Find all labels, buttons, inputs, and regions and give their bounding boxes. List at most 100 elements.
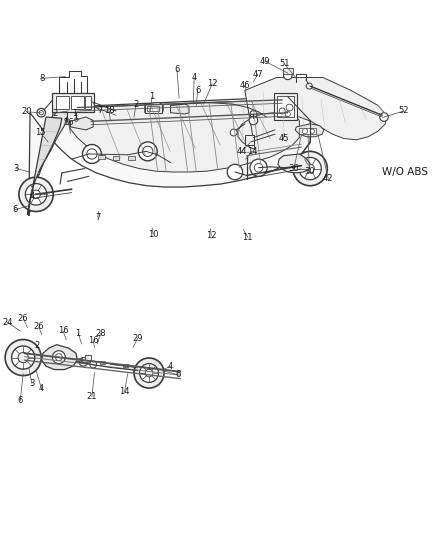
Text: 46: 46 — [239, 80, 250, 90]
Circle shape — [82, 144, 101, 164]
Circle shape — [55, 354, 62, 361]
Text: 21: 21 — [86, 392, 97, 401]
Text: 3: 3 — [29, 379, 34, 388]
Text: 26: 26 — [33, 322, 44, 331]
Circle shape — [142, 146, 152, 157]
Text: 15: 15 — [35, 128, 46, 137]
Text: 45: 45 — [278, 134, 288, 143]
Text: 6: 6 — [12, 205, 17, 214]
Text: 42: 42 — [322, 174, 333, 183]
Circle shape — [32, 190, 40, 199]
Polygon shape — [67, 100, 299, 172]
Bar — [244, 135, 254, 146]
Text: 36: 36 — [288, 164, 299, 173]
Text: 10: 10 — [148, 230, 158, 239]
Polygon shape — [29, 108, 67, 216]
Circle shape — [249, 159, 267, 176]
Circle shape — [37, 108, 46, 117]
Text: 12: 12 — [205, 231, 216, 240]
Text: 6: 6 — [194, 86, 200, 95]
Circle shape — [249, 110, 256, 117]
Text: 4: 4 — [29, 192, 34, 201]
Bar — [273, 93, 297, 120]
Polygon shape — [42, 345, 77, 369]
Bar — [147, 106, 159, 111]
Circle shape — [18, 352, 28, 363]
Circle shape — [25, 183, 47, 205]
Text: 4: 4 — [191, 73, 196, 82]
Text: 52: 52 — [398, 107, 408, 116]
Text: 12: 12 — [206, 79, 217, 88]
Circle shape — [248, 116, 257, 125]
Text: 16: 16 — [88, 336, 98, 345]
Circle shape — [79, 358, 88, 366]
Text: 20: 20 — [21, 107, 32, 116]
Circle shape — [89, 361, 96, 368]
Text: 1: 1 — [72, 109, 77, 118]
Bar — [85, 96, 91, 109]
Text: 14: 14 — [119, 387, 130, 397]
Text: 2: 2 — [133, 100, 138, 109]
Circle shape — [254, 164, 262, 172]
Bar — [276, 96, 293, 117]
Text: 29: 29 — [132, 334, 142, 343]
Bar — [85, 355, 91, 360]
Text: 18: 18 — [103, 107, 114, 116]
Polygon shape — [277, 154, 309, 173]
Text: 1: 1 — [149, 92, 154, 101]
Circle shape — [145, 369, 152, 377]
Circle shape — [309, 129, 314, 133]
Circle shape — [52, 351, 65, 364]
Text: 49: 49 — [259, 56, 270, 66]
Bar — [76, 358, 81, 361]
Text: 51: 51 — [279, 59, 289, 68]
Circle shape — [306, 83, 311, 89]
Bar — [99, 361, 105, 364]
Bar — [56, 96, 69, 109]
Circle shape — [292, 151, 327, 185]
Text: 16: 16 — [63, 118, 74, 127]
Bar — [145, 104, 162, 112]
Polygon shape — [28, 117, 62, 215]
Circle shape — [298, 157, 321, 180]
Polygon shape — [145, 102, 163, 112]
Text: 47: 47 — [252, 69, 262, 78]
Circle shape — [285, 111, 290, 117]
Text: 30: 30 — [303, 167, 314, 176]
Bar — [128, 156, 135, 160]
Bar — [71, 96, 84, 109]
Bar — [299, 128, 315, 134]
Polygon shape — [29, 97, 309, 216]
Circle shape — [19, 177, 53, 212]
Text: 1: 1 — [75, 328, 81, 337]
Bar — [52, 93, 93, 112]
Text: 26: 26 — [18, 313, 28, 322]
Text: 44: 44 — [236, 147, 246, 156]
Polygon shape — [170, 103, 189, 114]
Text: 8: 8 — [39, 74, 44, 83]
Text: 6: 6 — [174, 65, 179, 74]
Bar — [283, 68, 292, 74]
Bar — [112, 156, 119, 160]
Polygon shape — [70, 117, 93, 130]
Polygon shape — [237, 77, 386, 150]
Text: 6: 6 — [175, 370, 180, 379]
Circle shape — [279, 108, 285, 114]
Text: 7: 7 — [95, 213, 100, 222]
Circle shape — [227, 164, 242, 180]
Bar — [98, 155, 105, 159]
Circle shape — [87, 149, 97, 159]
Circle shape — [139, 364, 158, 383]
Text: 3: 3 — [13, 164, 18, 173]
Text: 14: 14 — [246, 147, 257, 156]
Text: 4: 4 — [167, 362, 173, 370]
Text: 6: 6 — [18, 396, 23, 405]
Bar — [123, 364, 128, 367]
Text: 2: 2 — [52, 109, 57, 118]
Circle shape — [305, 164, 314, 173]
Text: W/O ABS: W/O ABS — [381, 167, 427, 177]
Bar — [81, 357, 90, 362]
Polygon shape — [294, 124, 323, 137]
Text: 28: 28 — [95, 328, 106, 337]
Circle shape — [286, 104, 292, 111]
